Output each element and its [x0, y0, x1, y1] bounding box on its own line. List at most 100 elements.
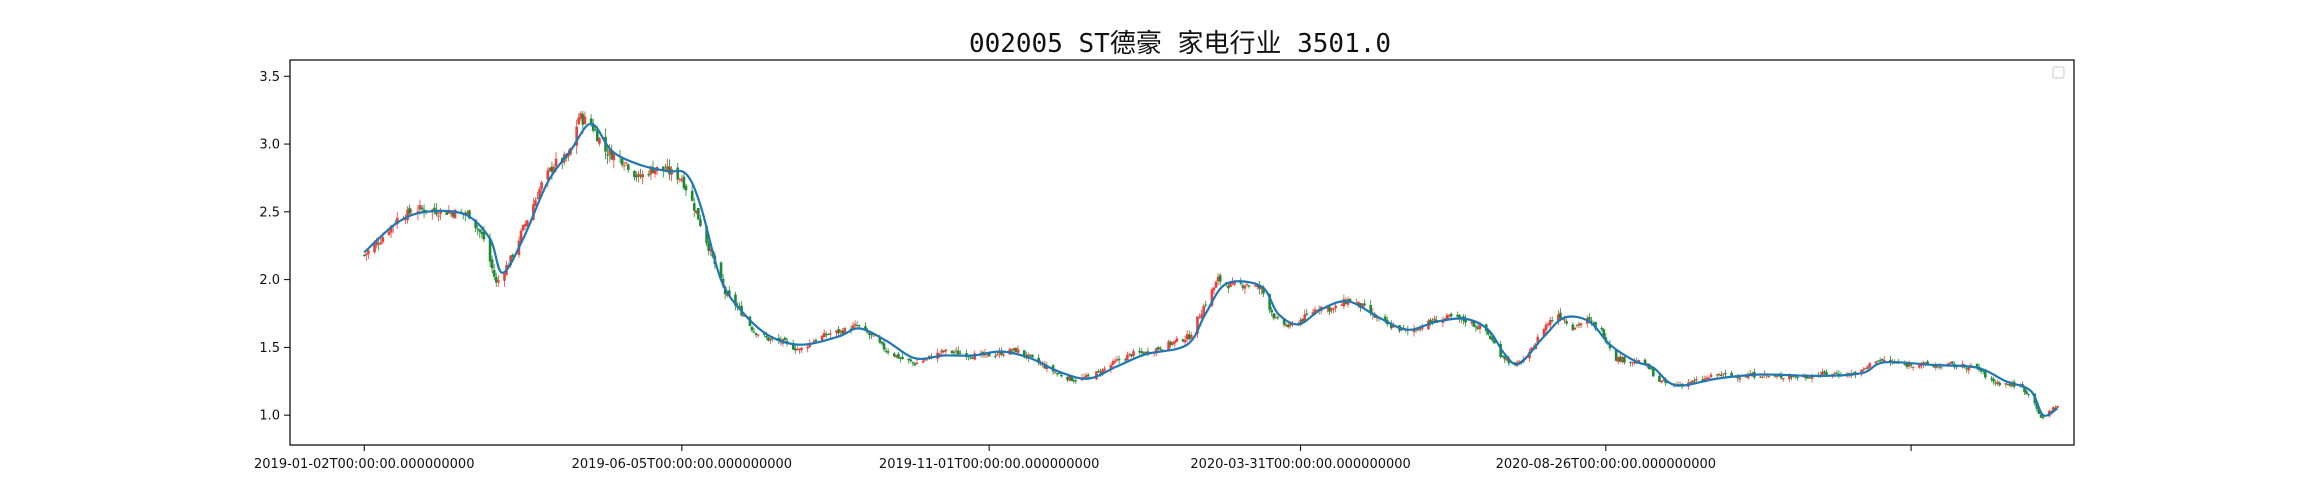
candle-body [1412, 328, 1416, 333]
candle-body [954, 350, 958, 352]
candle-body [998, 351, 1001, 354]
y-tick-label: 3.0 [259, 138, 280, 153]
candle-body [882, 343, 886, 350]
candle-body [408, 207, 411, 214]
candle-body [1637, 360, 1641, 363]
candle-body [519, 230, 523, 243]
candle-body [1660, 380, 1663, 383]
candle-body [1301, 318, 1304, 322]
candle-body [1233, 282, 1236, 285]
candle-body [851, 325, 855, 330]
candle-body [1458, 314, 1461, 319]
candle-body [1299, 320, 1302, 325]
candle-body [1464, 319, 1467, 323]
candle-body [697, 207, 700, 220]
candle-body [404, 219, 407, 221]
candle-body [742, 315, 746, 317]
candle-body [416, 211, 420, 213]
candle-body [767, 337, 770, 341]
candle-body [676, 167, 680, 180]
candle-body [699, 219, 702, 227]
candle-body [1724, 373, 1727, 375]
candle-body [1536, 336, 1540, 343]
candle-body [1000, 350, 1003, 356]
candle-body [829, 333, 832, 335]
candle-body [1979, 370, 1983, 372]
candle-body [1357, 301, 1360, 305]
y-tick-label: 2.0 [259, 273, 280, 288]
candle-body [1204, 304, 1208, 306]
candle-body [1128, 353, 1131, 355]
candle-body [996, 354, 999, 356]
candle-body [707, 242, 710, 251]
candle-body [1563, 319, 1566, 321]
candle-body [1882, 359, 1886, 362]
candle-body [793, 348, 797, 351]
candle-body [684, 185, 688, 191]
candle-body [1330, 308, 1333, 311]
candle-body [593, 129, 597, 131]
candle-body [1383, 316, 1387, 321]
candle-body [633, 170, 636, 178]
candle-body [1175, 338, 1179, 342]
candle-body [1227, 285, 1230, 289]
candle-body [447, 211, 451, 214]
candle-body [1070, 376, 1073, 382]
candle-body [756, 334, 760, 336]
candle-body [1183, 339, 1187, 343]
candle-body [1420, 327, 1424, 329]
candle-body [1651, 369, 1655, 377]
candle-body [1053, 372, 1057, 374]
candle-body [494, 277, 498, 283]
candle-body [1210, 289, 1214, 306]
candle-body [1274, 317, 1278, 319]
candle-body [525, 220, 529, 227]
candle-body [1744, 376, 1748, 378]
candle-body [575, 126, 578, 146]
candle-body [895, 355, 898, 358]
candle-body [503, 273, 506, 281]
candle-body [389, 225, 393, 233]
candle-body [1305, 313, 1309, 315]
x-tick-label: 2019-11-01T00:00:00.000000000 [879, 457, 1099, 472]
candle-body [2039, 414, 2043, 418]
candle-body [453, 209, 457, 219]
candle-body [727, 290, 731, 296]
candle-body [884, 350, 888, 352]
candle-body [1701, 379, 1705, 381]
candle-body [1173, 340, 1177, 344]
candle-body [1493, 339, 1496, 344]
candle-body [362, 254, 366, 256]
candle-body [1775, 375, 1779, 377]
candle-body [1456, 315, 1459, 317]
candle-body [1689, 381, 1692, 383]
candle-body [1821, 371, 1824, 376]
candle-body [2025, 391, 2028, 395]
candle-body [1132, 351, 1135, 356]
candle-body [478, 229, 482, 232]
trend-line [363, 122, 2059, 417]
candle-body [1311, 312, 1315, 315]
candle-body [769, 338, 772, 341]
x-axis: 2019-01-02T00:00:00.000000000 2019-06-05T… [254, 445, 1912, 472]
candle-body [1788, 375, 1791, 380]
candle-body [1489, 335, 1492, 339]
candle-body [1334, 305, 1337, 309]
candle-body [1286, 324, 1290, 328]
candle-body [1559, 312, 1562, 319]
candle-body [536, 198, 539, 200]
candle-body [1181, 339, 1185, 342]
candle-body [1705, 377, 1709, 379]
candle-body [1332, 308, 1335, 310]
candle-body [886, 351, 890, 353]
candle-body [1142, 352, 1146, 355]
candle-body [377, 243, 380, 245]
candle-body [1326, 307, 1329, 309]
candle-body [579, 113, 583, 119]
candle-body [1503, 356, 1507, 360]
candle-body [1802, 376, 1806, 378]
candle-body [1072, 380, 1076, 382]
candle-body [897, 353, 900, 359]
candle-body [451, 212, 455, 217]
